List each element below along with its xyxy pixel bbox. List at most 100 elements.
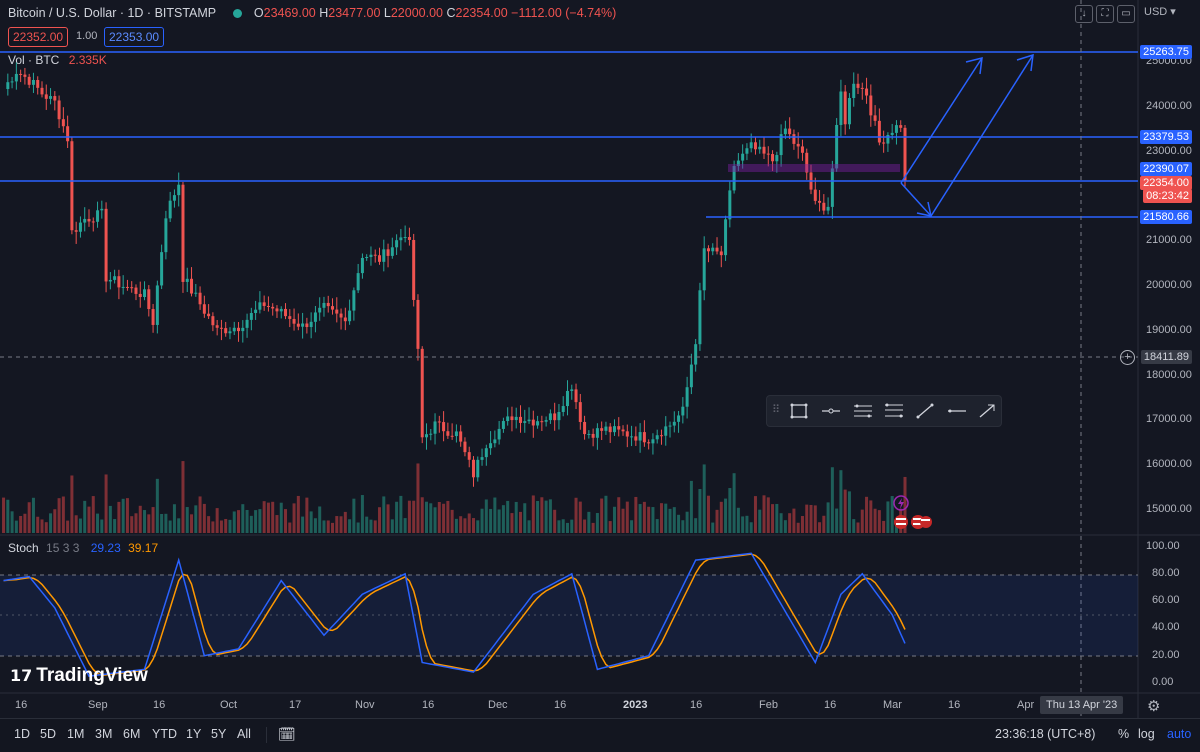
candle-body: [228, 331, 232, 334]
stoch-axis[interactable]: 100.00 80.00 60.00 40.00 20.00 0.00: [1138, 535, 1200, 693]
tv-icon: 𝟭𝟳: [10, 668, 33, 685]
candle-body: [561, 406, 565, 412]
candle-body: [386, 249, 390, 256]
candle-body: [172, 195, 176, 201]
stoch-tick: 20.00: [1152, 648, 1180, 661]
volume-bar: [386, 504, 390, 533]
percent-toggle[interactable]: %: [1118, 727, 1130, 741]
settings-gear-icon[interactable]: ⚙: [1147, 698, 1161, 715]
candle-body: [185, 278, 189, 282]
level-label-23379: 23379.53: [1140, 130, 1192, 144]
volume-bar: [771, 504, 775, 533]
timeframe-3m[interactable]: 3M: [95, 727, 113, 741]
timeframe-all[interactable]: All: [237, 727, 251, 741]
volume-bar: [373, 520, 377, 533]
arrow-tool-icon[interactable]: [977, 402, 997, 420]
parallel-channel-tool-icon[interactable]: [853, 402, 873, 420]
candle-body: [557, 411, 561, 421]
volume-bar: [70, 475, 74, 533]
volume-bar: [19, 515, 23, 533]
candle-body: [232, 327, 236, 332]
lightning-icon[interactable]: [893, 495, 909, 511]
volume-bar: [275, 515, 279, 533]
sell-button[interactable]: 22352.00: [8, 27, 69, 47]
time-axis[interactable]: 16 Sep 16 Oct 17 Nov 16 Dec 16 2023 16 Feb 16 Mar 16 Ap…: [0, 693, 1138, 718]
screenshot-icon[interactable]: ▭: [1117, 5, 1135, 23]
timeframe-ytd[interactable]: YTD: [152, 727, 177, 741]
volume-bar: [185, 507, 189, 533]
candle-body: [711, 247, 715, 252]
volume-bar: [181, 461, 185, 533]
candle-body: [497, 428, 501, 440]
timeframe-1d[interactable]: 1D: [14, 727, 30, 741]
candle-body: [489, 443, 493, 449]
horizontal-ray-tool-icon[interactable]: [821, 402, 841, 420]
candle-body: [822, 202, 826, 211]
candle-body: [766, 153, 770, 155]
log-toggle[interactable]: log: [1138, 727, 1155, 741]
candle-body: [514, 416, 518, 421]
highlight-zone[interactable]: [728, 164, 900, 172]
volume-bar: [10, 511, 14, 533]
fib-retracement-tool-icon[interactable]: [884, 402, 904, 420]
candle-body: [689, 364, 693, 388]
fullscreen-icon[interactable]: ⛶: [1096, 5, 1114, 23]
volume-bar: [531, 495, 535, 533]
tradingview-logo[interactable]: 𝟭𝟳 TradingView: [10, 665, 148, 687]
volume-bar: [706, 495, 710, 533]
time-tick: 2023: [623, 699, 648, 711]
timeframe-1y[interactable]: 1Y: [186, 727, 202, 741]
timeframe-5y[interactable]: 5Y: [211, 727, 227, 741]
us-flag-icon[interactable]: [894, 515, 908, 529]
candle-body: [758, 146, 762, 150]
candle-body: [587, 433, 591, 435]
trend-line-tool-icon[interactable]: [915, 402, 935, 420]
clock-display[interactable]: 23:36:18 (UTC+8): [995, 727, 1096, 741]
candle-body: [177, 184, 181, 196]
volume-bar: [407, 500, 411, 533]
candle-body: [365, 256, 369, 258]
price-axis[interactable]: 25000.0024000.0023000.0022000.0021000.00…: [1138, 0, 1200, 535]
candle-body: [612, 426, 616, 433]
stoch-params: 15 3 3: [46, 541, 80, 555]
timeframe-6m[interactable]: 6M: [123, 727, 141, 741]
volume-bar: [104, 474, 108, 533]
volume-bar: [647, 506, 651, 533]
bar-countdown: 08:23:42: [1143, 189, 1192, 203]
timeframe-5d[interactable]: 5D: [40, 727, 56, 741]
volume-bar: [856, 522, 860, 533]
horizontal-line-tool-icon[interactable]: [947, 402, 967, 420]
rectangle-tool-icon[interactable]: [789, 402, 809, 420]
us-flag-icon-3[interactable]: [920, 516, 932, 528]
volume-bar: [651, 507, 655, 533]
candle-body: [830, 168, 834, 207]
stoch-d-value: 39.17: [128, 541, 159, 555]
candle-body: [600, 428, 604, 431]
volume-bar: [903, 476, 907, 533]
volume-bar: [565, 522, 569, 533]
candle-body: [677, 415, 681, 422]
buy-button[interactable]: 22353.00: [104, 27, 165, 47]
currency-select[interactable]: USD ▾: [1144, 6, 1176, 18]
stoch-k-line[interactable]: [3, 552, 906, 678]
current-price-label: 22354.00: [1140, 176, 1192, 190]
volume-label: Vol · BTC: [8, 53, 60, 67]
add-alert-icon[interactable]: +: [1120, 350, 1135, 365]
timeframe-1m[interactable]: 1M: [67, 727, 85, 741]
auto-toggle[interactable]: auto: [1167, 727, 1192, 741]
stoch-tick: 100.00: [1146, 539, 1180, 552]
volume-bar: [23, 513, 27, 533]
volume-bar: [279, 502, 283, 533]
volume-bar: [399, 495, 403, 533]
price-chart[interactable]: [0, 0, 1200, 718]
candle-body: [702, 248, 706, 291]
symbol-title[interactable]: Bitcoin / U.S. Dollar · 1D · BITSTAMP: [8, 6, 216, 20]
stoch-d-line[interactable]: [3, 553, 906, 677]
projection-arrows[interactable]: [900, 53, 1034, 217]
sell-price: 22352.00: [13, 30, 64, 44]
drag-handle-icon[interactable]: ⠿: [772, 404, 781, 416]
volume-bar: [818, 522, 822, 533]
candle-body: [664, 426, 668, 436]
date-range-icon[interactable]: 🗓: [278, 726, 296, 742]
arrow-down-icon[interactable]: ↓: [1075, 5, 1093, 23]
